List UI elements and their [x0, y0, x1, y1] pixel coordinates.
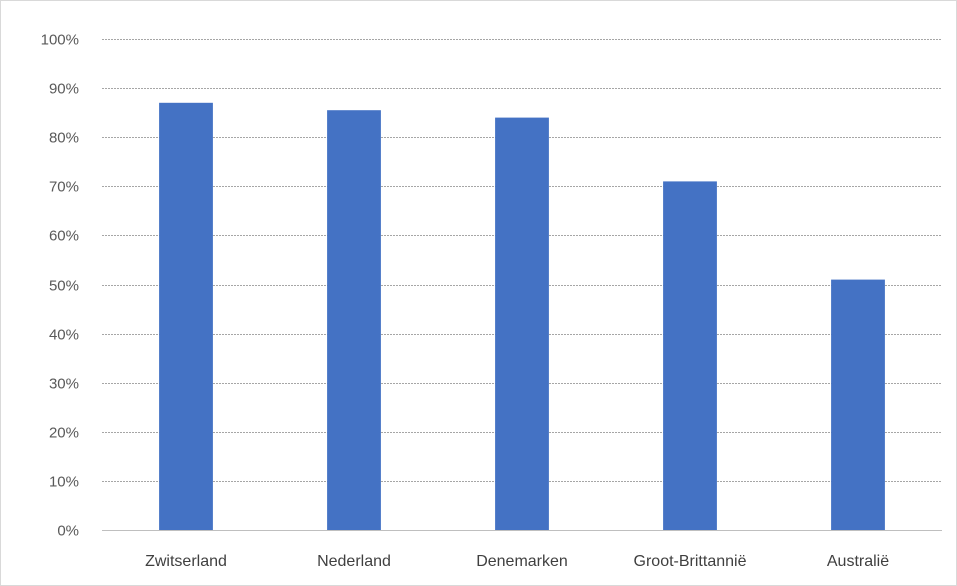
bars	[159, 102, 885, 531]
y-tick-label: 0%	[57, 523, 79, 540]
y-tick-label: 60%	[49, 228, 79, 245]
x-category-labels: Zwitserland Nederland Denemarken Groot-Brit…	[145, 553, 889, 570]
y-tick-label: 100%	[41, 32, 79, 49]
y-tick-label: 50%	[49, 278, 79, 295]
bar	[327, 110, 381, 530]
gridlines	[102, 39, 942, 482]
x-category-label: Australië	[827, 553, 889, 570]
x-category-label: Groot-Brittannië	[634, 553, 747, 570]
y-tick-label: 10%	[49, 474, 79, 491]
bar	[663, 181, 717, 530]
y-tick-labels: 0% 10% 20% 30% 40% 50% 60% 70% 80% 90% 100%	[41, 32, 79, 540]
bar	[831, 279, 885, 530]
y-tick-label: 30%	[49, 376, 79, 393]
y-tick-label: 20%	[49, 425, 79, 442]
y-tick-label: 70%	[49, 179, 79, 196]
bar	[495, 117, 549, 530]
bar	[159, 102, 213, 531]
y-tick-label: 80%	[49, 130, 79, 147]
y-tick-label: 40%	[49, 327, 79, 344]
x-category-label: Zwitserland	[145, 553, 227, 570]
y-tick-label: 90%	[49, 81, 79, 98]
x-category-label: Nederland	[317, 553, 391, 570]
x-category-label: Denemarken	[476, 553, 568, 570]
